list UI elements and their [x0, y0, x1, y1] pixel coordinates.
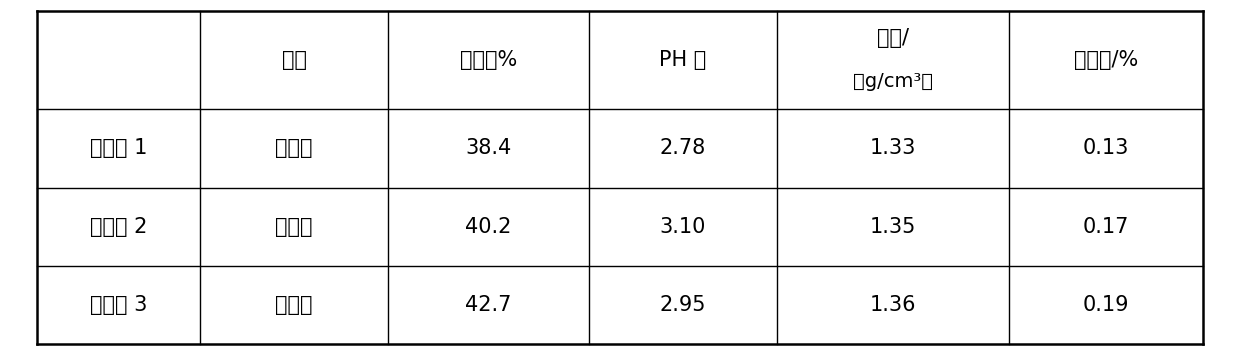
Text: 42.7: 42.7	[465, 295, 512, 315]
Text: 0.17: 0.17	[1083, 217, 1128, 237]
Text: 含固量%: 含固量%	[460, 50, 517, 70]
Text: 实施例 1: 实施例 1	[91, 138, 148, 158]
Text: 0.19: 0.19	[1083, 295, 1128, 315]
Text: 1.33: 1.33	[869, 138, 916, 158]
Text: 40.2: 40.2	[465, 217, 512, 237]
Text: 碱含量/%: 碱含量/%	[1074, 50, 1138, 70]
Text: 密度/: 密度/	[877, 28, 909, 48]
Text: 淡黄色: 淡黄色	[275, 295, 312, 315]
Text: 1.35: 1.35	[869, 217, 916, 237]
Text: 0.13: 0.13	[1083, 138, 1128, 158]
Text: 实施例 2: 实施例 2	[91, 217, 148, 237]
Text: 2.95: 2.95	[660, 295, 706, 315]
Text: PH 值: PH 值	[658, 50, 707, 70]
Text: 淡黄色: 淡黄色	[275, 217, 312, 237]
Text: 实施例 3: 实施例 3	[91, 295, 148, 315]
Text: 1.36: 1.36	[869, 295, 916, 315]
Text: 38.4: 38.4	[465, 138, 512, 158]
Text: （g/cm³）: （g/cm³）	[853, 72, 932, 91]
Text: 淡黄色: 淡黄色	[275, 138, 312, 158]
Text: 2.78: 2.78	[660, 138, 706, 158]
Text: 外观: 外观	[281, 50, 306, 70]
Text: 3.10: 3.10	[660, 217, 706, 237]
